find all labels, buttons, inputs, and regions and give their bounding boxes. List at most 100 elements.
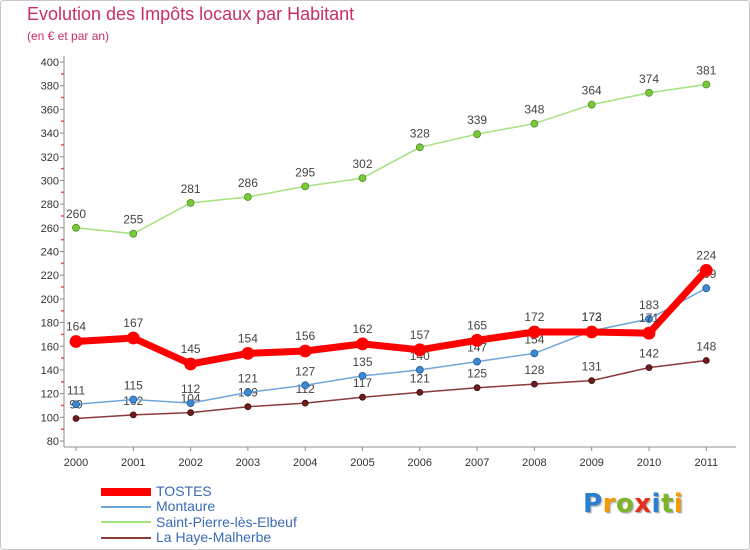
- data-point-montaure: [72, 400, 80, 409]
- data-label-saint-pierre-les-elbeuf: 364: [582, 84, 602, 98]
- data-point-montaure: [129, 395, 138, 404]
- data-point-montaure: [530, 349, 539, 358]
- data-point-tostes: [642, 326, 656, 340]
- legend-label-tostes: TOSTES: [156, 483, 212, 500]
- y-tick-label: 280: [41, 199, 59, 211]
- data-point-saint-pierre-les-elbeuf: [415, 143, 424, 152]
- x-tick-label: 2000: [64, 457, 88, 469]
- data-label-tostes: 145: [181, 342, 201, 356]
- data-label-la-haye-malherbe: 131: [582, 360, 602, 374]
- data-point-tostes: [298, 344, 312, 358]
- x-tick-label: 2009: [579, 457, 603, 469]
- data-point-tostes: [470, 333, 484, 347]
- data-point-tostes: [413, 343, 427, 357]
- series-tostes: 164 167 145 154 156 162 157 165 172 172 171 224: [66, 248, 717, 371]
- y-tick-label: 200: [41, 294, 59, 306]
- data-label-saint-pierre-les-elbeuf: 260: [66, 207, 86, 221]
- x-tick-label: 2003: [236, 457, 260, 469]
- data-label-la-haye-malherbe: 125: [467, 367, 487, 381]
- x-tick-label: 2005: [350, 457, 374, 469]
- logo-letter: i: [673, 489, 684, 519]
- data-label-montaure: 111: [67, 383, 86, 397]
- data-point-montaure: [415, 365, 424, 374]
- series-saint-pierre-les-elbeuf: 260 255 281 286 295 302 328 339 348 364 374 381: [66, 64, 717, 238]
- data-point-saint-pierre-les-elbeuf: [530, 119, 539, 128]
- y-tick-label: 140: [41, 365, 59, 377]
- y-tick-label: 400: [41, 57, 59, 69]
- x-tick-label: 2006: [408, 457, 432, 469]
- data-label-saint-pierre-les-elbeuf: 381: [696, 64, 716, 78]
- data-point-montaure: [358, 371, 367, 380]
- data-label-tostes: 167: [123, 316, 143, 330]
- data-point-montaure: [186, 399, 195, 408]
- y-tick-label: 380: [41, 81, 59, 93]
- legend-swatch-tostes: [101, 487, 151, 496]
- data-label-saint-pierre-les-elbeuf: 348: [524, 103, 544, 117]
- data-label-tostes: 165: [467, 318, 487, 332]
- data-point-la-haye-malherbe: [588, 377, 596, 385]
- data-label-montaure: 121: [238, 371, 258, 385]
- data-label-montaure: 127: [295, 364, 315, 378]
- data-label-montaure: 135: [352, 355, 372, 369]
- data-label-montaure: 183: [639, 298, 659, 312]
- series-line-la-haye-malherbe: [75, 359, 708, 420]
- y-tick-label: 260: [41, 223, 59, 235]
- x-tick-label: 2011: [694, 457, 718, 469]
- data-point-tostes: [528, 325, 541, 339]
- x-tick-label: 2001: [121, 457, 145, 469]
- data-point-saint-pierre-les-elbeuf: [129, 229, 138, 238]
- series-line-tostes: [72, 266, 710, 368]
- y-tick-label: 80: [47, 436, 59, 448]
- data-point-saint-pierre-les-elbeuf: [587, 100, 596, 109]
- data-label-tostes: 224: [696, 248, 716, 262]
- data-label-tostes: 171: [639, 311, 659, 325]
- data-label-la-haye-malherbe: 128: [524, 363, 544, 377]
- legend-swatch-la-haye-malherbe: [101, 536, 151, 539]
- data-point-montaure: [301, 381, 310, 390]
- legend-label-saint-pierre-les-elbeuf: Saint-Pierre-lès-Elbeuf: [156, 513, 297, 530]
- series-montaure: 111115112121127135140147154173183209: [67, 267, 717, 409]
- data-label-saint-pierre-les-elbeuf: 339: [467, 113, 487, 127]
- data-point-la-haye-malherbe: [301, 399, 309, 407]
- y-tick-label: 220: [41, 270, 59, 282]
- legend-item-tostes: TOSTES: [101, 484, 401, 499]
- data-point-saint-pierre-les-elbeuf: [243, 193, 252, 201]
- data-point-tostes: [69, 335, 83, 348]
- legend-label-montaure: Montaure: [156, 498, 216, 515]
- legend-swatch-montaure: [101, 505, 151, 508]
- x-tick-label: 2007: [465, 457, 489, 469]
- legend-item-saint-pierre-les-elbeuf: Saint-Pierre-lès-Elbeuf: [101, 513, 401, 530]
- x-tick-label: 2008: [522, 457, 546, 469]
- data-point-la-haye-malherbe: [416, 388, 424, 396]
- data-point-tostes: [699, 263, 713, 277]
- data-label-la-haye-malherbe: 148: [696, 340, 716, 354]
- data-label-tostes: 154: [238, 331, 258, 345]
- data-label-montaure: 112: [181, 382, 200, 396]
- y-tick-label: 340: [41, 128, 59, 140]
- logo-letter: P: [583, 489, 603, 519]
- y-tick-label: 120: [41, 389, 59, 401]
- x-tick-label: 2010: [637, 457, 661, 469]
- data-point-la-haye-malherbe: [129, 411, 137, 419]
- y-tick-label: 240: [41, 247, 59, 259]
- data-point-tostes: [126, 331, 140, 345]
- data-point-saint-pierre-les-elbeuf: [645, 88, 653, 97]
- data-point-la-haye-malherbe: [702, 357, 710, 364]
- data-point-tostes: [585, 325, 599, 339]
- data-point-tostes: [184, 357, 198, 371]
- logo-letter: t: [660, 489, 674, 519]
- data-point-saint-pierre-les-elbeuf: [473, 130, 482, 139]
- data-label-saint-pierre-les-elbeuf: 374: [639, 72, 659, 86]
- data-point-saint-pierre-les-elbeuf: [186, 198, 195, 207]
- x-tick-label: 2004: [293, 457, 317, 469]
- data-label-tostes: 162: [352, 322, 372, 336]
- data-point-montaure: [702, 284, 711, 293]
- data-label-tostes: 172: [582, 310, 602, 324]
- data-point-tostes: [241, 346, 255, 360]
- data-label-montaure: 173: [582, 310, 602, 324]
- data-point-saint-pierre-les-elbeuf: [301, 182, 310, 191]
- y-tick-label: 100: [41, 412, 59, 424]
- data-point-tostes: [356, 337, 369, 351]
- legend-swatch-saint-pierre-les-elbeuf: [101, 521, 151, 524]
